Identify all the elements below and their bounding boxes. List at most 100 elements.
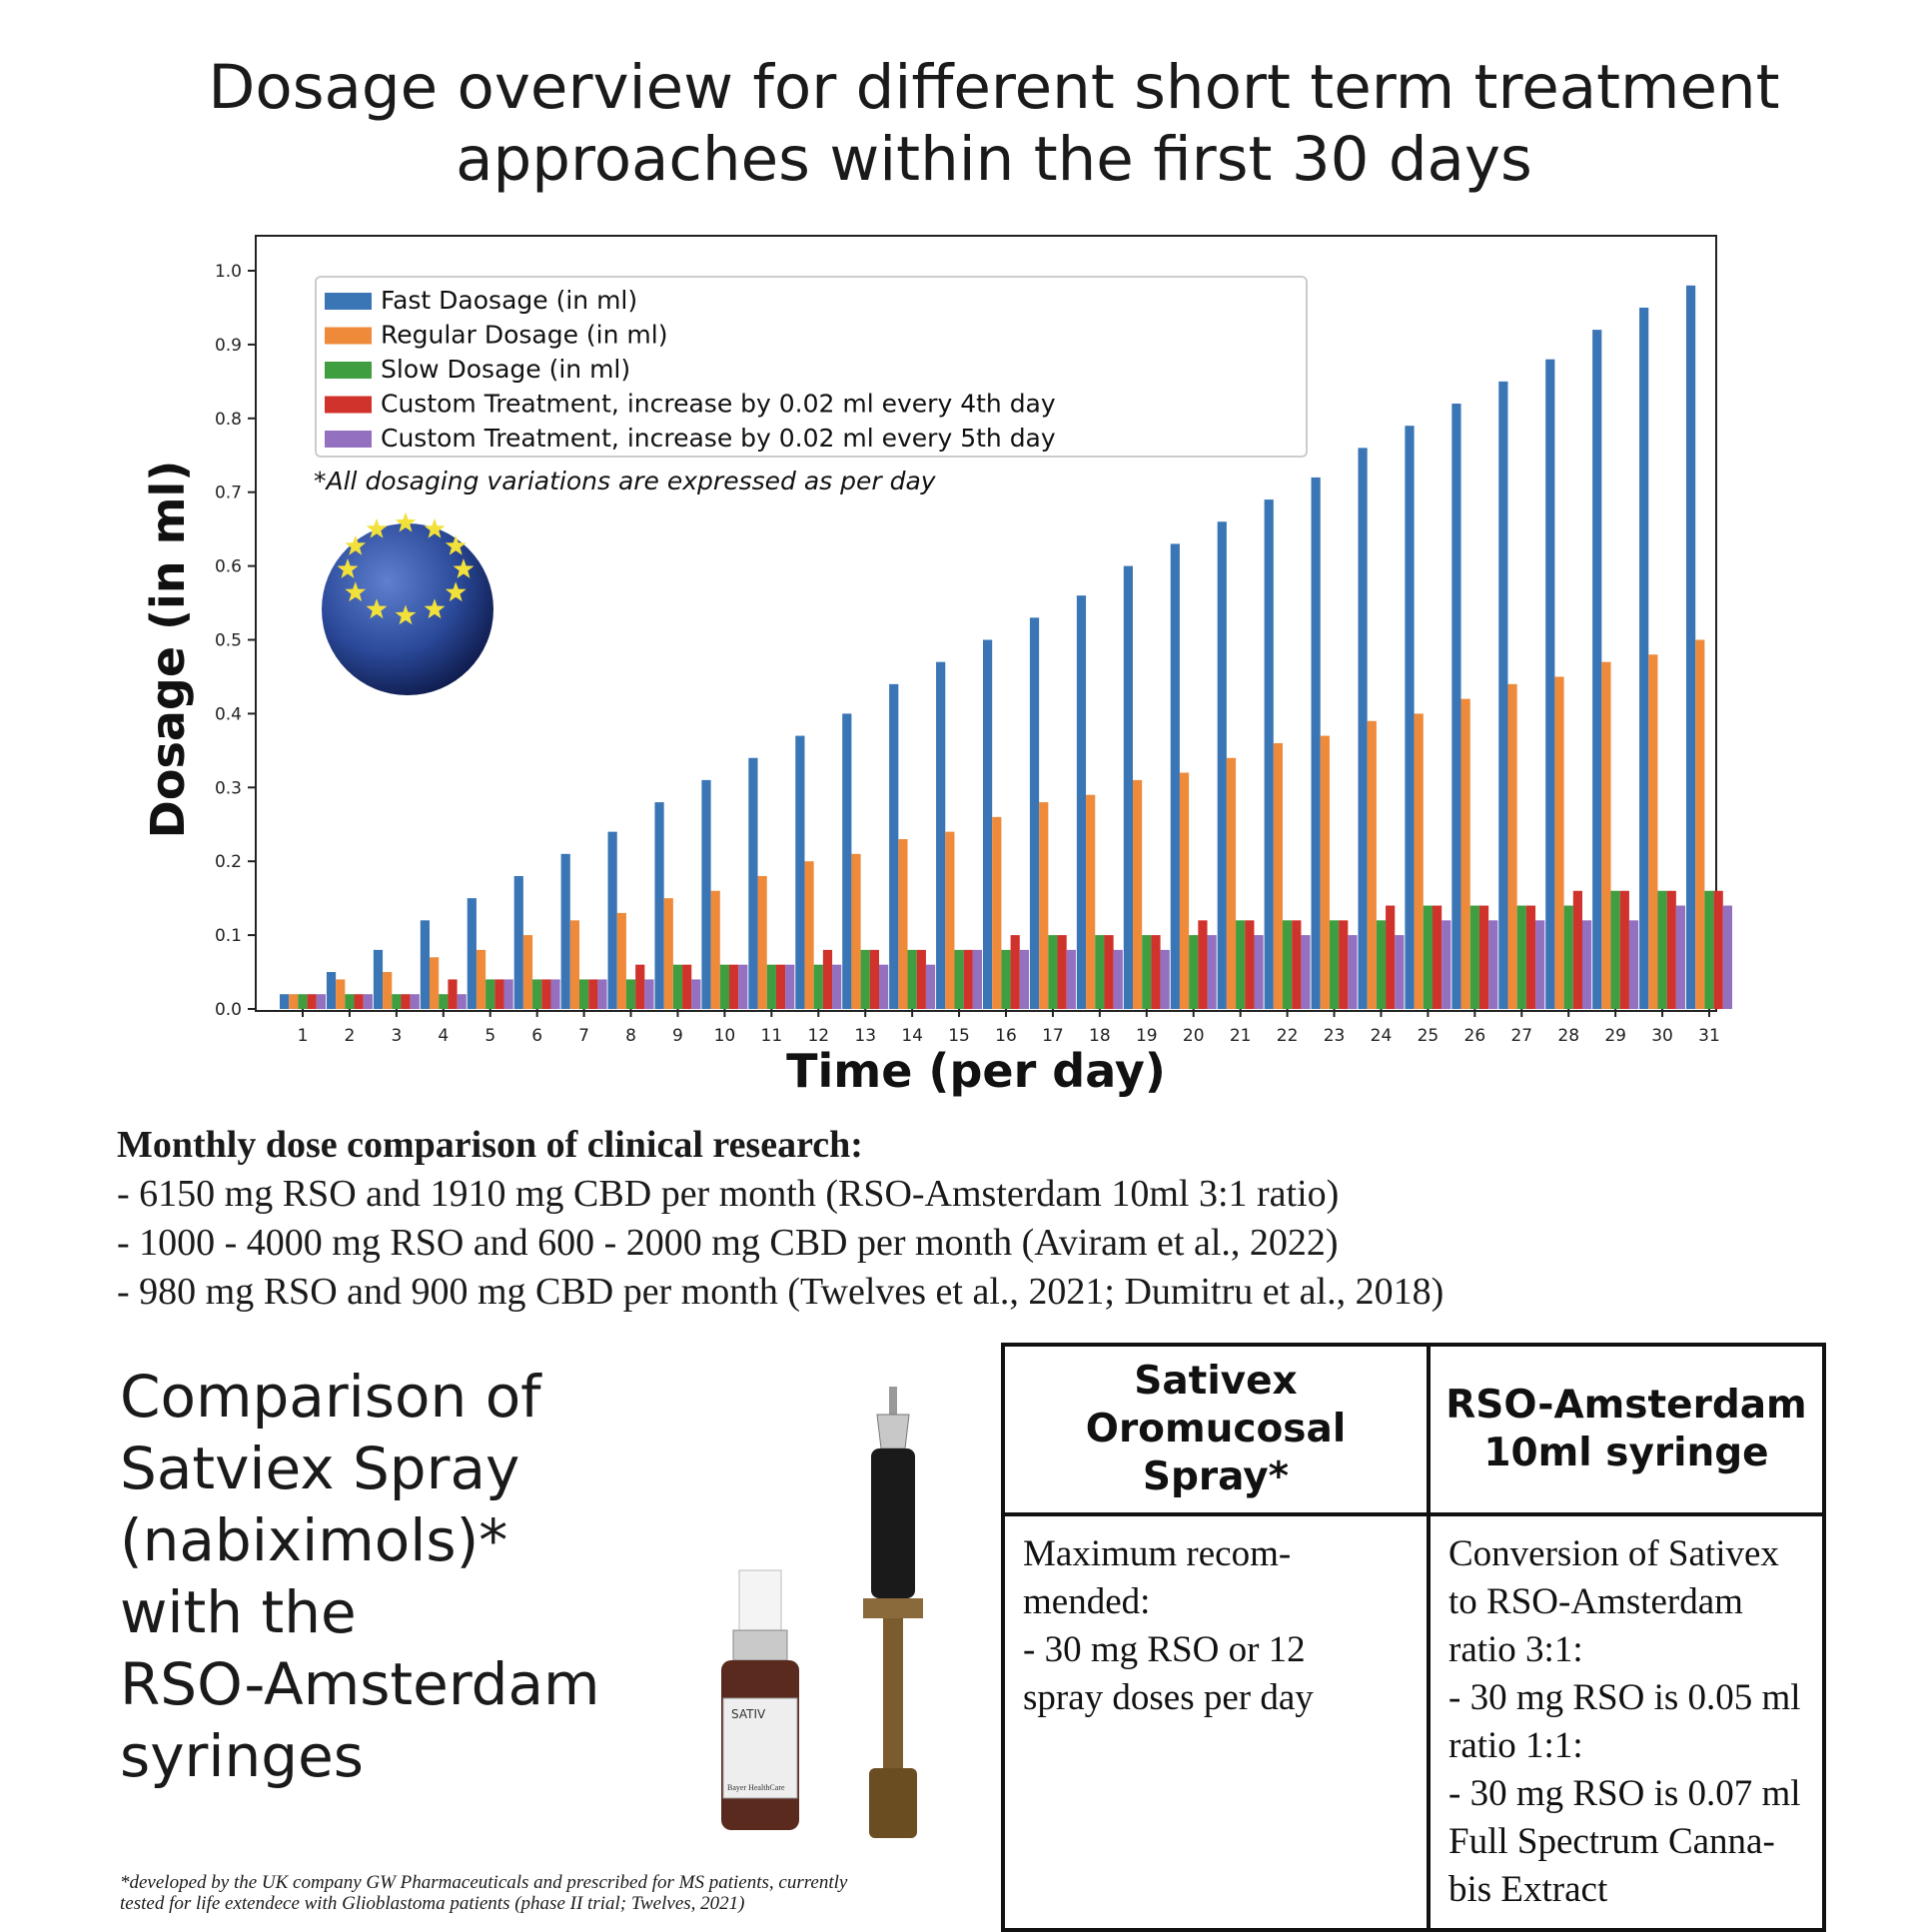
x-tick-label: 23 [1324, 1026, 1346, 1046]
bar [813, 964, 823, 1009]
bar [691, 979, 701, 1009]
x-tick-label: 17 [1042, 1026, 1064, 1046]
bar [992, 816, 1002, 1009]
legend-swatch [325, 362, 372, 379]
bar [672, 964, 683, 1009]
product-images: SATIV Bayer HealthCare [721, 1387, 923, 1838]
x-tick-label: 12 [807, 1026, 829, 1046]
bar [1095, 935, 1105, 1009]
chart-annotation: *All dosaging variations are expressed a… [314, 467, 937, 495]
cell-sativex: Maximum recom- mended: - 30 mg RSO or 12… [1001, 1512, 1431, 1932]
bar [851, 853, 861, 1009]
x-tick-label: 22 [1277, 1026, 1299, 1046]
x-axis-label: Time (per day) [786, 1044, 1166, 1098]
cell-line: Full Spectrum Canna- [1448, 1821, 1775, 1862]
x-tick-label: 29 [1604, 1026, 1626, 1046]
monthly-heading: Monthly dose comparison of clinical rese… [117, 1124, 863, 1166]
bar [1254, 935, 1264, 1009]
header-sativex: Sativex Oromucosal Spray* [1001, 1343, 1431, 1516]
star-icon [445, 581, 467, 602]
bar [775, 964, 786, 1009]
bar [1414, 713, 1424, 1009]
bar [710, 890, 720, 1009]
bar [354, 994, 364, 1009]
cell-line: Conversion of Sativex [1448, 1533, 1779, 1574]
sativex-spray-bottle: SATIV Bayer HealthCare [721, 1569, 799, 1830]
star-icon [366, 598, 388, 619]
bar [392, 994, 402, 1009]
y-tick-label: 0.4 [215, 704, 242, 724]
header-line: Sativex [1134, 1359, 1298, 1404]
monthly-item: - 6150 mg RSO and 1910 mg CBD per month … [117, 1173, 1340, 1215]
bar [1582, 920, 1592, 1009]
bar [963, 949, 973, 1009]
x-tick-label: 20 [1183, 1026, 1205, 1046]
footnote: *developed by the UK company GW Pharmace… [120, 1872, 847, 1914]
bar [1545, 359, 1555, 1009]
bar [448, 979, 458, 1009]
bar [1610, 890, 1620, 1009]
bar [579, 979, 589, 1009]
bar [972, 949, 983, 1009]
bar [663, 898, 673, 1009]
bar [1151, 935, 1161, 1009]
bar [1695, 639, 1705, 1009]
bar [701, 779, 711, 1009]
x-tick-label: 5 [484, 1026, 495, 1046]
bar [298, 994, 308, 1009]
bar [635, 964, 645, 1009]
plot-frame [255, 235, 1717, 1012]
y-tick-label: 1.0 [215, 262, 242, 282]
bar [1301, 935, 1311, 1009]
bar [316, 994, 326, 1009]
bar [832, 964, 842, 1009]
bar [326, 972, 337, 1009]
bar [513, 875, 523, 1009]
comparison-line: (nabiximols)* [120, 1506, 508, 1574]
bar [889, 683, 899, 1009]
cell-line: - 30 mg RSO or 12 [1023, 1629, 1306, 1670]
star-icon [395, 511, 417, 532]
bar [1657, 890, 1667, 1009]
bar [289, 994, 299, 1009]
bar [373, 949, 384, 1009]
bar [1179, 772, 1190, 1009]
bar [597, 979, 607, 1009]
bar [1395, 935, 1405, 1009]
bar [1516, 905, 1526, 1009]
bar [607, 831, 617, 1009]
bar [1019, 949, 1029, 1009]
bar [1666, 890, 1676, 1009]
x-tick-label: 31 [1698, 1026, 1720, 1046]
bar [1245, 920, 1255, 1009]
title-line-1: Dosage overview for different short term… [208, 52, 1780, 123]
cell-line: mended: [1023, 1581, 1151, 1622]
bar [916, 949, 926, 1009]
bar [898, 839, 908, 1009]
bar [457, 994, 467, 1009]
bar [925, 964, 936, 1009]
bar [1086, 794, 1096, 1009]
spray-maker-label: Bayer HealthCare [727, 1783, 785, 1792]
bar [1722, 905, 1732, 1009]
comparison-title: Comparison of Satviex Spray (nabiximols)… [120, 1361, 600, 1792]
star-icon [366, 517, 388, 538]
bar [842, 713, 852, 1009]
y-tick-label: 0.0 [215, 1000, 242, 1020]
x-tick-label: 11 [761, 1026, 783, 1046]
bar [1628, 920, 1639, 1009]
x-tick-label: 25 [1418, 1026, 1440, 1046]
bar [1469, 905, 1479, 1009]
legend-swatch [325, 327, 372, 345]
legend-label: Fast Daosage (in ml) [381, 286, 637, 315]
cell-rso: Conversion of Sativex to RSO-Amsterdam r… [1427, 1512, 1826, 1932]
rso-syringe [863, 1387, 923, 1838]
bar [1217, 521, 1227, 1009]
bar [1601, 661, 1611, 1009]
bar [1039, 802, 1049, 1009]
bar [954, 949, 964, 1009]
x-tick-label: 10 [714, 1026, 736, 1046]
star-icon [453, 558, 475, 578]
x-tick-label: 21 [1230, 1026, 1252, 1046]
bar [1442, 920, 1451, 1009]
